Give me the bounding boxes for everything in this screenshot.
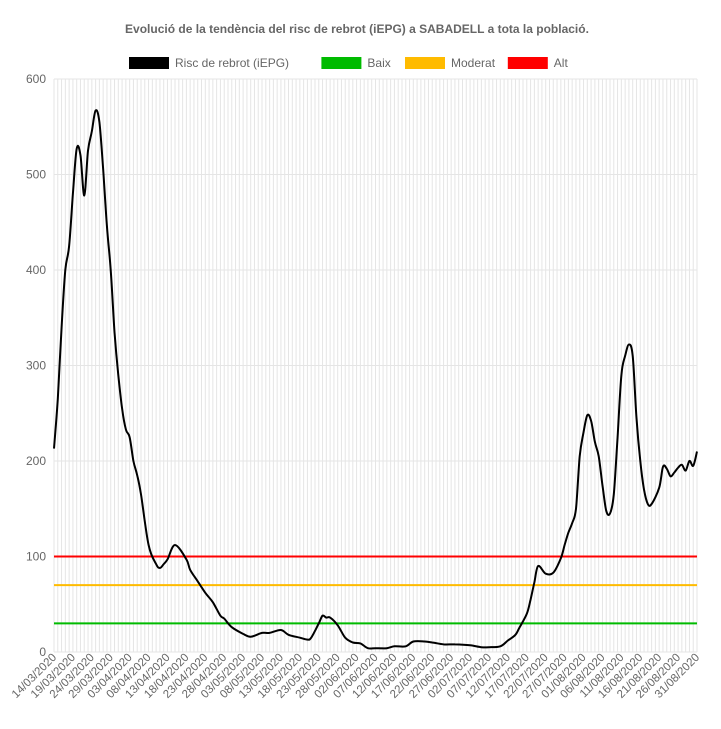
- y-tick-label: 300: [26, 359, 46, 373]
- y-tick-label: 0: [39, 645, 46, 659]
- legend-swatch: [129, 57, 169, 69]
- legend: Risc de rebrot (iEPG) Baix Moderat Alt: [129, 56, 568, 70]
- legend-label: Moderat: [451, 56, 496, 70]
- grid: [53, 78, 698, 653]
- series-line-iepg: [53, 109, 698, 650]
- y-tick-label: 400: [26, 263, 46, 277]
- y-tick-label: 500: [26, 168, 46, 182]
- series-group: [53, 109, 698, 650]
- y-tick-label: 600: [26, 72, 46, 86]
- chart-title: Evolució de la tendència del risc de reb…: [125, 22, 589, 36]
- legend-label: Alt: [554, 56, 569, 70]
- y-tick-label: 100: [26, 550, 46, 564]
- legend-swatch: [321, 57, 362, 69]
- x-axis: 14/03/202019/03/202024/03/202029/03/2020…: [10, 652, 702, 701]
- legend-label: Baix: [367, 56, 390, 70]
- legend-swatch: [507, 57, 548, 69]
- legend-swatch: [405, 57, 445, 69]
- y-axis: 0 100 200 300 400 500 600: [26, 72, 46, 659]
- y-tick-label: 200: [26, 454, 46, 468]
- legend-label: Risc de rebrot (iEPG): [175, 56, 289, 70]
